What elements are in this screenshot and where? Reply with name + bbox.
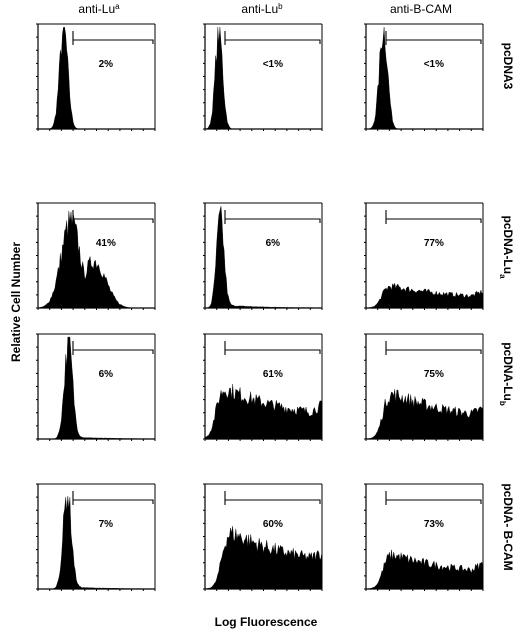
histogram-panel: 7% <box>36 483 156 591</box>
histogram-panel: <1% <box>203 23 323 131</box>
column-header-anti-lua: anti-Lua <box>78 2 120 16</box>
row-header-pcdna3: pcDNA3 <box>501 43 515 90</box>
percent-positive-label: <1% <box>263 59 283 70</box>
histogram-panels: 2% <1% <1% 41% 6% 77% 6% 61% 75% 7% 60% 73% <box>36 23 484 591</box>
histogram-panel: <1% <box>364 23 484 131</box>
row-headers: pcDNA3 pcDNA-Lua pcDNA-Lub pcDNA- B-CAM <box>498 43 515 571</box>
histogram-area <box>38 336 156 440</box>
gate-marker <box>224 31 321 45</box>
gate-marker <box>72 210 154 224</box>
percent-positive-label: 6% <box>99 369 114 380</box>
gate-marker <box>224 341 321 355</box>
x-axis-title: Log Fluorescence <box>215 615 318 629</box>
percent-positive-label: 2% <box>99 59 114 70</box>
histogram-panel: 2% <box>36 23 156 131</box>
column-header-anti-lub: anti-Lub <box>241 2 283 16</box>
gate-marker <box>385 491 482 505</box>
histogram-panel: 75% <box>364 333 484 441</box>
gate-marker <box>224 210 321 224</box>
percent-positive-label: 41% <box>96 238 116 249</box>
histogram-area <box>204 383 323 440</box>
histogram-panel: 6% <box>36 333 156 441</box>
percent-positive-label: 7% <box>99 519 114 530</box>
percent-positive-label: <1% <box>424 59 444 70</box>
histogram-area <box>365 549 484 590</box>
row-header-pcdna-lua: pcDNA-Lua <box>498 215 515 279</box>
histogram-panel: 6% <box>203 202 323 310</box>
histogram-area <box>365 282 484 309</box>
gate-marker <box>385 210 482 224</box>
column-header-anti-bcam: anti-B-CAM <box>390 2 452 16</box>
gate-marker <box>72 341 154 355</box>
histogram-area <box>204 206 323 309</box>
percent-positive-label: 61% <box>263 369 283 380</box>
histogram-panel: 77% <box>364 202 484 310</box>
histogram-area <box>366 27 483 130</box>
histogram-panel: 61% <box>203 333 323 441</box>
percent-positive-label: 77% <box>424 238 444 249</box>
gate-marker <box>72 31 154 45</box>
histogram-area <box>204 526 323 590</box>
histogram-area <box>204 27 322 130</box>
gate-marker <box>72 491 154 505</box>
column-headers: anti-Lua anti-Lub anti-B-CAM <box>78 2 452 16</box>
histogram-area <box>365 389 484 440</box>
histogram-area <box>37 210 155 309</box>
y-axis-title: Relative Cell Number <box>9 242 23 362</box>
percent-positive-label: 73% <box>424 519 444 530</box>
gate-marker <box>385 341 482 355</box>
percent-positive-label: 6% <box>266 238 281 249</box>
histogram-area <box>38 495 156 590</box>
percent-positive-label: 75% <box>424 369 444 380</box>
histogram-panel: 73% <box>364 483 484 591</box>
row-header-pcdna-lub: pcDNA-Lub <box>498 342 515 406</box>
histogram-panel: 60% <box>203 483 323 591</box>
gate-marker <box>224 491 321 505</box>
percent-positive-label: 60% <box>263 519 283 530</box>
histogram-panel: 41% <box>36 202 156 310</box>
row-header-pcdna-bcam: pcDNA- B-CAM <box>501 483 515 570</box>
gate-marker <box>385 31 482 45</box>
histogram-area <box>38 27 155 130</box>
